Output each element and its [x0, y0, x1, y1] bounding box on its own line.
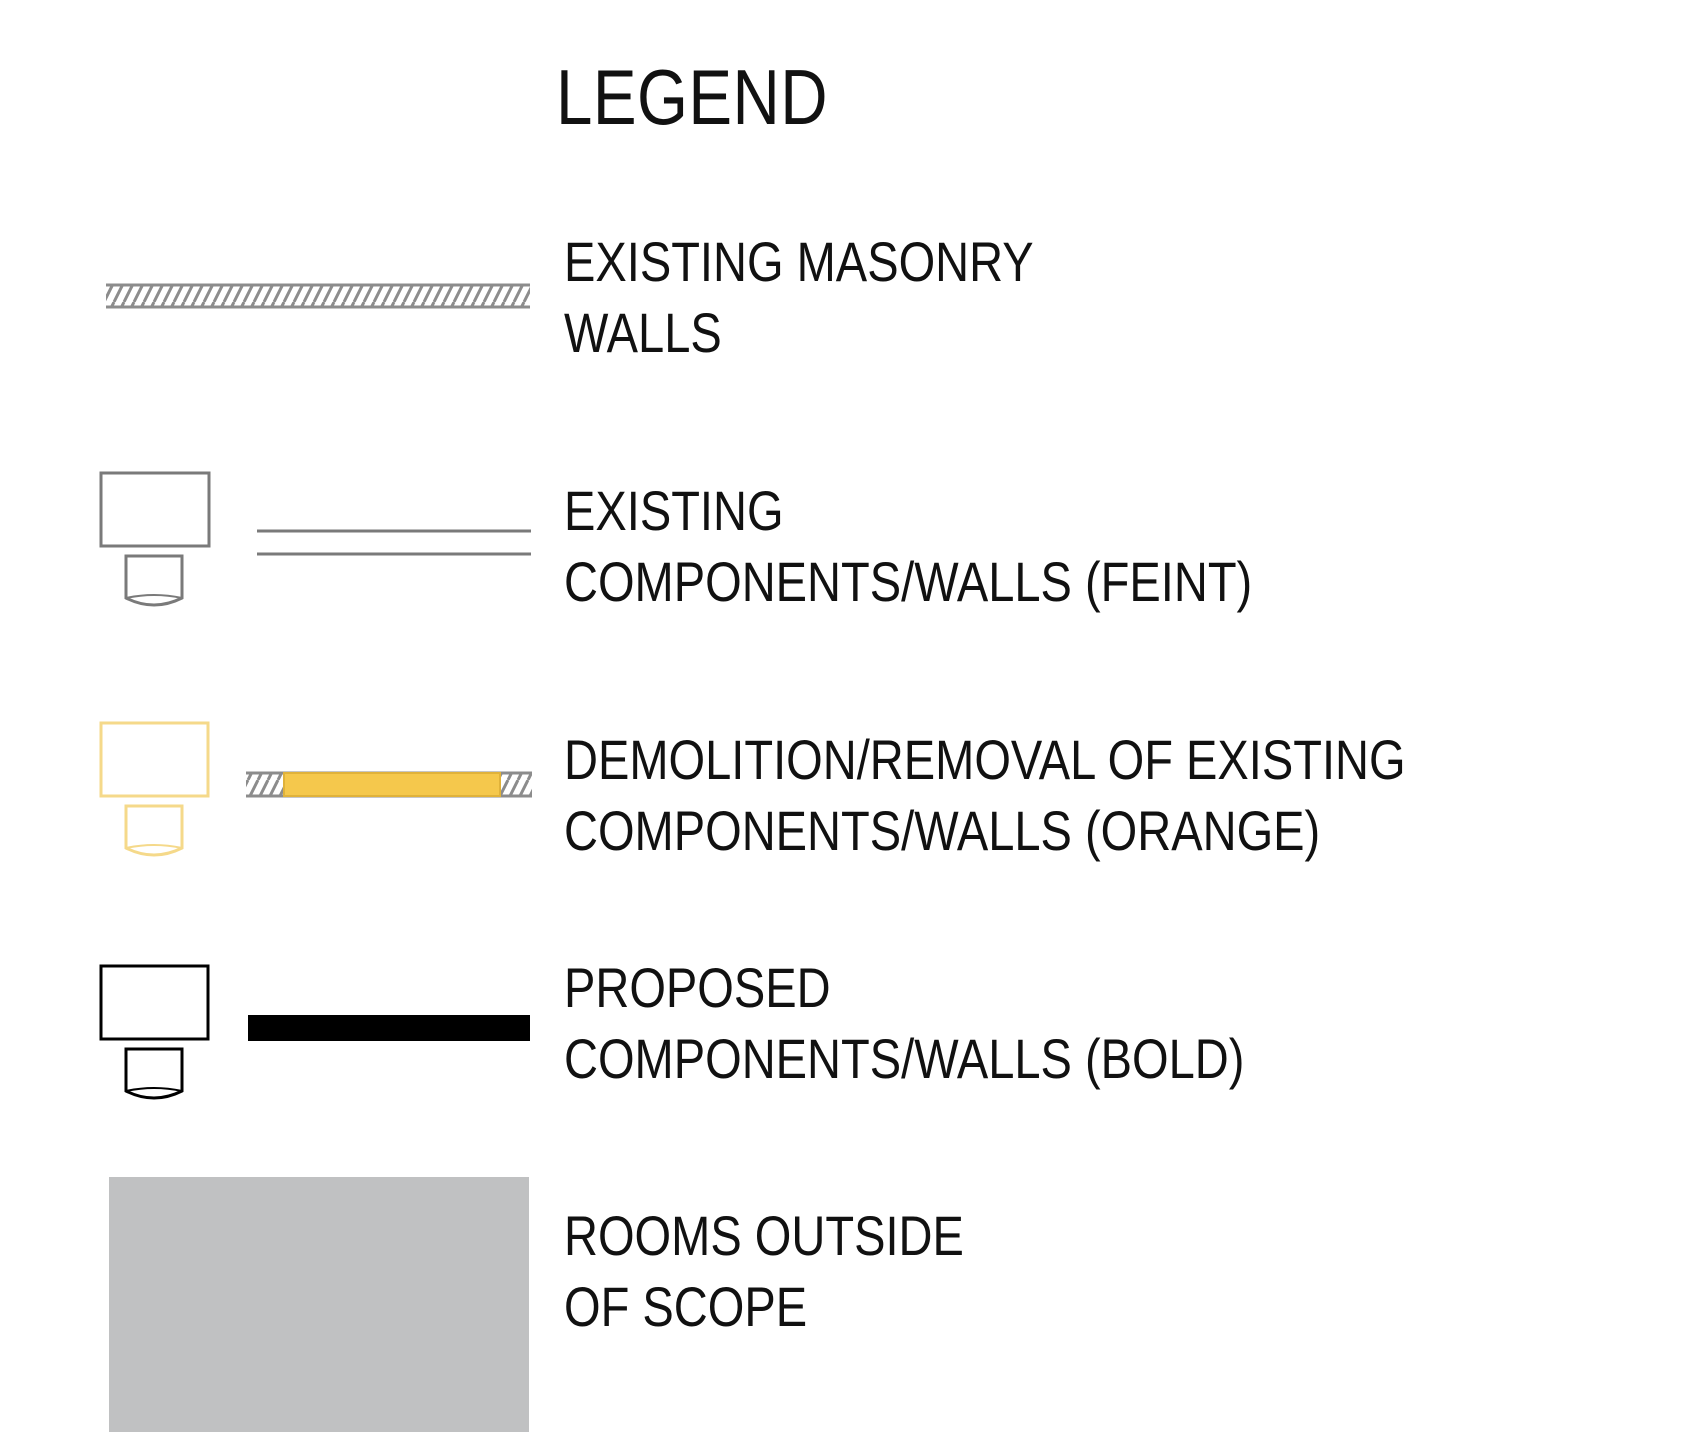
demolition-components-icon: [99, 721, 532, 857]
legend-label-rooms-outside-scope: ROOMS OUTSIDE OF SCOPE: [564, 1204, 964, 1338]
legend-label-proposed: PROPOSED COMPONENTS/WALLS (BOLD): [564, 956, 1245, 1090]
hatched-wall-icon: [106, 283, 530, 309]
grey-room-swatch: [109, 1177, 529, 1432]
legend-title: LEGEND: [556, 53, 828, 141]
bold-components-icon: [99, 964, 530, 1100]
feint-components-icon: [99, 471, 531, 607]
legend-label-existing-masonry: EXISTING MASONRY WALLS: [564, 230, 1034, 364]
legend-label-demolition: DEMOLITION/REMOVAL OF EXISTING COMPONENT…: [564, 728, 1406, 862]
legend-label-existing-components: EXISTING COMPONENTS/WALLS (FEINT): [564, 479, 1253, 613]
